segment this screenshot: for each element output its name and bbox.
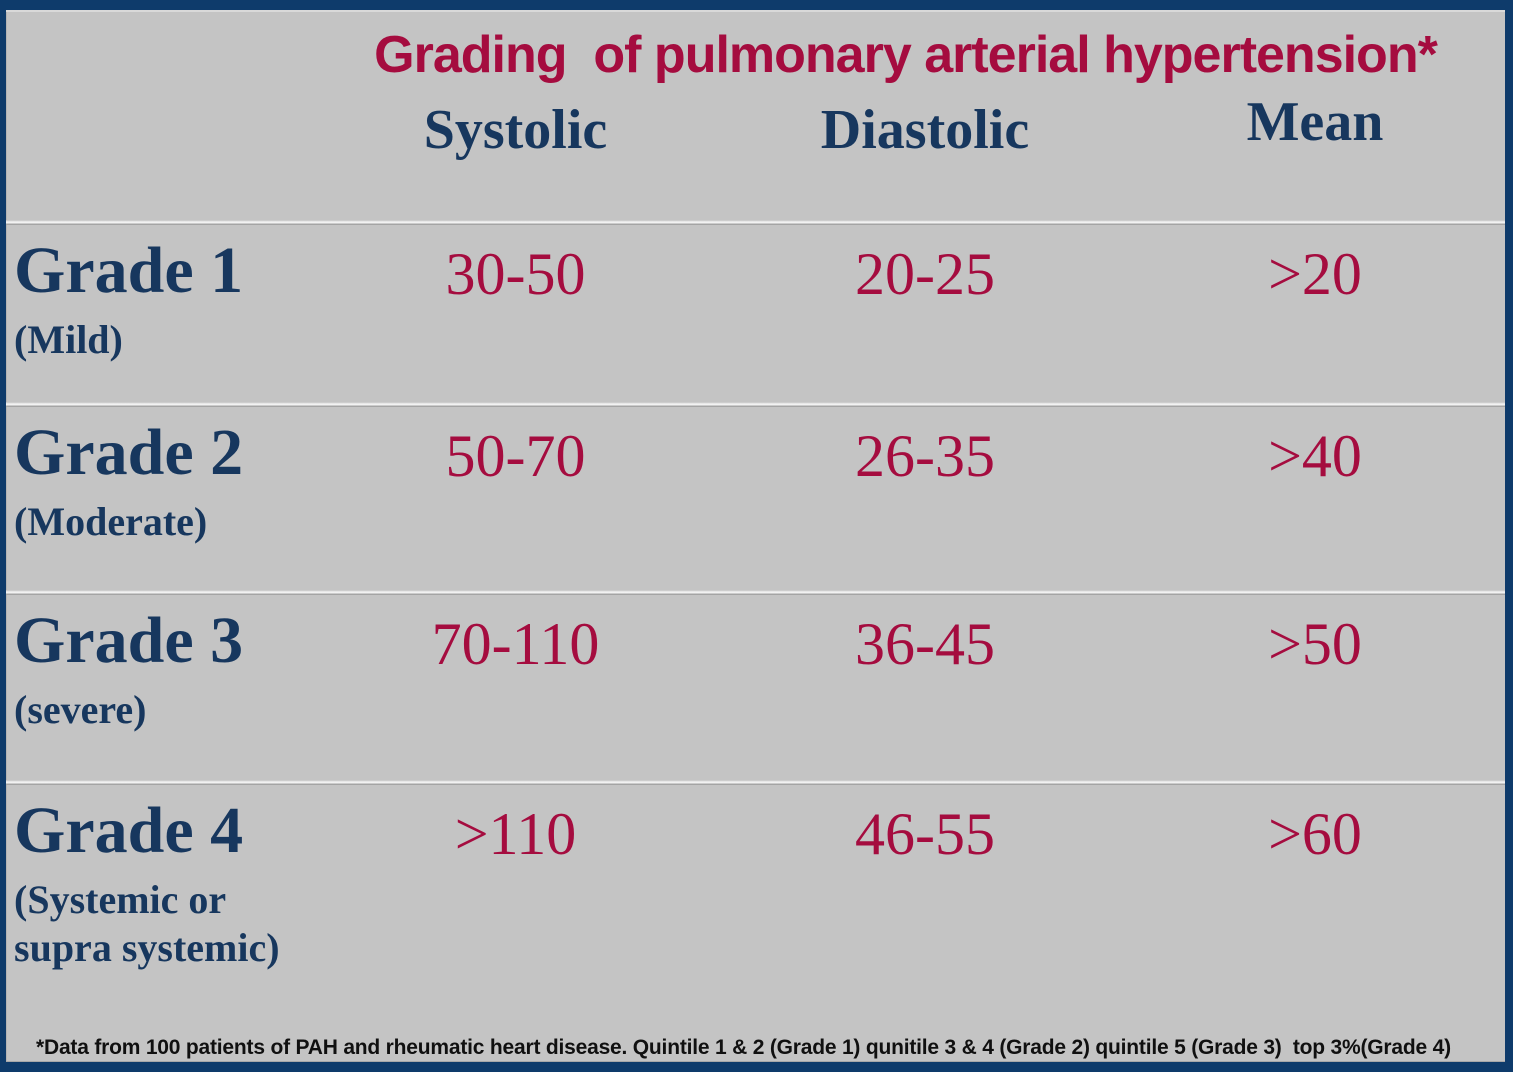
mean-value: >50 bbox=[1268, 611, 1362, 677]
footnote: *Data from 100 patients of PAH and rheum… bbox=[36, 1036, 1451, 1059]
diastolic-value: 46-55 bbox=[855, 801, 995, 867]
mean-value: >60 bbox=[1268, 801, 1362, 867]
grade-qualifier: (Mild) bbox=[14, 316, 123, 362]
column-header-mean: Mean bbox=[1246, 91, 1384, 154]
column-header-row: Systolic Diastolic Mean bbox=[6, 92, 1505, 162]
grade-cell: Grade 3 (severe) bbox=[6, 595, 306, 780]
column-header-spacer bbox=[6, 100, 306, 162]
mean-value: >40 bbox=[1268, 423, 1362, 489]
row-divider bbox=[6, 402, 1505, 407]
grade-label: Grade 3 bbox=[14, 604, 244, 677]
table-header: Grading of pulmonary arterial hypertensi… bbox=[6, 10, 1505, 220]
systolic-value: 50-70 bbox=[445, 423, 586, 489]
grade-qualifier: (Moderate) bbox=[14, 498, 208, 544]
table-row-grade-2: Grade 2 (Moderate) 50-70 26-35 >40 bbox=[6, 407, 1505, 590]
diastolic-value: 20-25 bbox=[855, 241, 995, 307]
grade-qualifier: (Systemic or supra systemic) bbox=[14, 876, 280, 970]
grade-label: Grade 1 bbox=[14, 234, 244, 307]
column-header-systolic: Systolic bbox=[423, 99, 608, 162]
table-title: Grading of pulmonary arterial hypertensi… bbox=[374, 26, 1438, 84]
row-divider bbox=[6, 780, 1505, 785]
systolic-value: 70-110 bbox=[431, 611, 600, 677]
grade-label: Grade 2 bbox=[14, 416, 244, 489]
grade-cell: Grade 4 (Systemic or supra systemic) bbox=[6, 785, 306, 1062]
grade-cell: Grade 1 (Mild) bbox=[6, 225, 306, 402]
table-row-grade-4: Grade 4 (Systemic or supra systemic) >11… bbox=[6, 785, 1505, 1062]
systolic-value: >110 bbox=[454, 801, 577, 867]
grade-cell: Grade 2 (Moderate) bbox=[6, 407, 306, 590]
diastolic-value: 36-45 bbox=[855, 611, 995, 677]
grade-qualifier: (severe) bbox=[14, 686, 147, 732]
row-divider bbox=[6, 220, 1505, 225]
mean-value: >20 bbox=[1268, 241, 1362, 307]
grading-table: Grading of pulmonary arterial hypertensi… bbox=[6, 10, 1505, 1062]
grade-label: Grade 4 bbox=[14, 794, 244, 867]
systolic-value: 30-50 bbox=[445, 241, 586, 307]
table-row-grade-1: Grade 1 (Mild) 30-50 20-25 >20 bbox=[6, 225, 1505, 402]
column-header-diastolic: Diastolic bbox=[820, 99, 1030, 162]
diastolic-value: 26-35 bbox=[855, 423, 995, 489]
row-divider bbox=[6, 590, 1505, 595]
table-row-grade-3: Grade 3 (severe) 70-110 36-45 >50 bbox=[6, 595, 1505, 780]
